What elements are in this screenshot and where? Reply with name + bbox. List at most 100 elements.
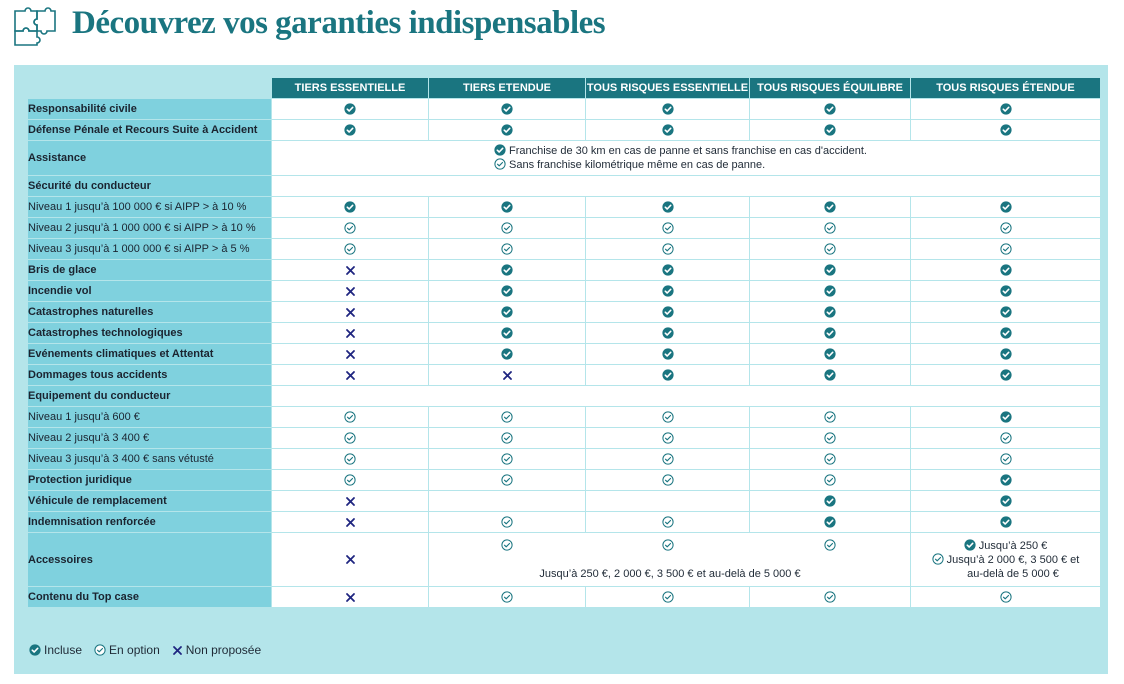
table-cell — [428, 364, 586, 386]
filled-check-circle-icon — [999, 327, 1012, 339]
legend-label: Non proposée — [185, 643, 262, 657]
row-label: Niveau 2 jusqu’à 1 000 000 € si AIPP > à… — [27, 217, 272, 239]
filled-check-circle-icon — [661, 369, 674, 381]
filled-check-circle-icon — [824, 285, 836, 297]
table-cell — [428, 448, 586, 470]
table-cell — [749, 217, 911, 239]
table-cell — [271, 322, 429, 344]
table-cell — [271, 448, 429, 470]
table-cell — [910, 98, 1101, 120]
table-row: Catastrophes technologiques — [27, 322, 1101, 344]
table-cell — [910, 586, 1101, 608]
filled-check-circle-icon — [999, 201, 1012, 213]
table-cell — [910, 427, 1101, 449]
cross-icon — [502, 370, 513, 381]
table-cell — [428, 586, 586, 608]
filled-check-circle-icon — [661, 103, 674, 115]
outline-check-circle-icon — [661, 474, 674, 486]
row-label: Niveau 1 jusqu’à 600 € — [27, 406, 272, 428]
outline-check-circle-icon — [501, 539, 513, 551]
table-cell — [910, 301, 1101, 323]
filled-check-circle-icon — [824, 124, 836, 136]
legend-label: Incluse — [44, 643, 83, 657]
accessoires-mark-slot — [749, 539, 910, 551]
outline-check-circle-icon — [824, 453, 836, 465]
outline-check-circle-icon — [501, 243, 513, 255]
filled-check-circle-icon — [501, 348, 513, 360]
table-row: Accessoires Jusqu’à 250 €, 2 000 €, 3 500… — [27, 532, 1101, 587]
table-cell — [910, 469, 1101, 491]
filled-check-circle-icon — [661, 348, 674, 360]
table-cell — [428, 322, 586, 344]
table-cell — [749, 119, 911, 141]
table-row: Défense Pénale et Recours Suite à Accide… — [27, 119, 1101, 141]
table-row: Responsabilité civile — [27, 98, 1101, 120]
row-label: Accessoires — [27, 532, 272, 587]
filled-check-circle-icon — [999, 348, 1012, 360]
table-row: Niveau 1 jusqu’à 600 € — [27, 406, 1101, 428]
outline-check-circle-icon — [494, 158, 506, 170]
table-row: Evénements climatiques et Attentat — [27, 343, 1101, 365]
table-cell — [585, 98, 750, 120]
assistance-line-text: Sans franchise kilométrique même en cas … — [509, 159, 766, 171]
table-cell — [271, 406, 429, 428]
table-cell — [749, 511, 911, 533]
cross-icon — [345, 286, 356, 297]
table-cell — [749, 469, 911, 491]
table-cell — [585, 119, 750, 141]
filled-check-circle-icon — [824, 103, 836, 115]
outline-check-circle-icon — [661, 516, 674, 528]
table-cell — [910, 490, 1101, 512]
table-cell — [271, 427, 429, 449]
column-header: TOUS RISQUES ÉQUILIBRE — [749, 77, 911, 99]
table-cell — [428, 490, 586, 512]
table-cell — [910, 280, 1101, 302]
table-cell — [749, 448, 911, 470]
page-header: Découvrez vos garanties indispensables — [0, 0, 1124, 60]
table-cell — [428, 98, 586, 120]
table-cell — [271, 343, 429, 365]
filled-check-circle-icon — [344, 124, 356, 136]
accessoires-line-text: Jusqu’à 250 € — [978, 539, 1048, 552]
cross-icon — [345, 349, 356, 360]
outline-check-circle-icon — [501, 516, 513, 528]
table-row: Contenu du Top case — [27, 586, 1101, 608]
filled-check-circle-icon — [501, 201, 513, 213]
assistance-line: Franchise de 30 km en cas de panne et sa… — [494, 144, 867, 158]
table-cell — [749, 259, 911, 281]
table-cell — [910, 511, 1101, 533]
filled-check-circle-icon — [824, 369, 836, 381]
table-cell — [749, 427, 911, 449]
guarantees-table: TIERS ESSENTIELLE TIERS ETENDUE TOUS RIS… — [27, 77, 1101, 608]
filled-check-circle-icon — [824, 327, 836, 339]
accessoires-last-cell: Jusqu’à 250 € Jusqu’à 2 000 €, 3 500 € et… — [910, 532, 1101, 587]
outline-check-circle-icon — [501, 474, 513, 486]
table-cell — [585, 259, 750, 281]
filled-check-circle-icon — [999, 103, 1012, 115]
table-row: Niveau 3 jusqu’à 3 400 € sans vétusté — [27, 448, 1101, 470]
outline-check-circle-icon — [999, 591, 1012, 603]
outline-check-circle-icon — [999, 453, 1012, 465]
outline-check-circle-icon — [344, 474, 356, 486]
table-cell — [271, 532, 429, 587]
outline-check-circle-icon — [501, 432, 513, 444]
outline-check-circle-icon — [824, 539, 836, 551]
outline-check-circle-icon — [999, 222, 1012, 234]
outline-check-circle-icon — [824, 591, 836, 603]
filled-check-circle-icon — [344, 103, 356, 115]
outline-check-circle-icon — [999, 432, 1012, 444]
outline-check-circle-icon — [661, 222, 674, 234]
table-cell — [910, 322, 1101, 344]
table-cell — [428, 427, 586, 449]
cross-icon — [345, 496, 356, 507]
table-cell — [910, 196, 1101, 218]
filled-check-circle-icon — [999, 306, 1012, 318]
table-row: Niveau 3 jusqu’à 1 000 000 € si AIPP > à… — [27, 238, 1101, 260]
table-row: Dommages tous accidents — [27, 364, 1101, 386]
filled-check-circle-icon — [661, 264, 674, 276]
outline-check-circle-icon — [824, 222, 836, 234]
table-cell — [910, 217, 1101, 239]
outline-check-circle-icon — [932, 552, 944, 565]
accessoires-mark-slot — [429, 539, 586, 551]
filled-check-circle-icon — [501, 327, 513, 339]
